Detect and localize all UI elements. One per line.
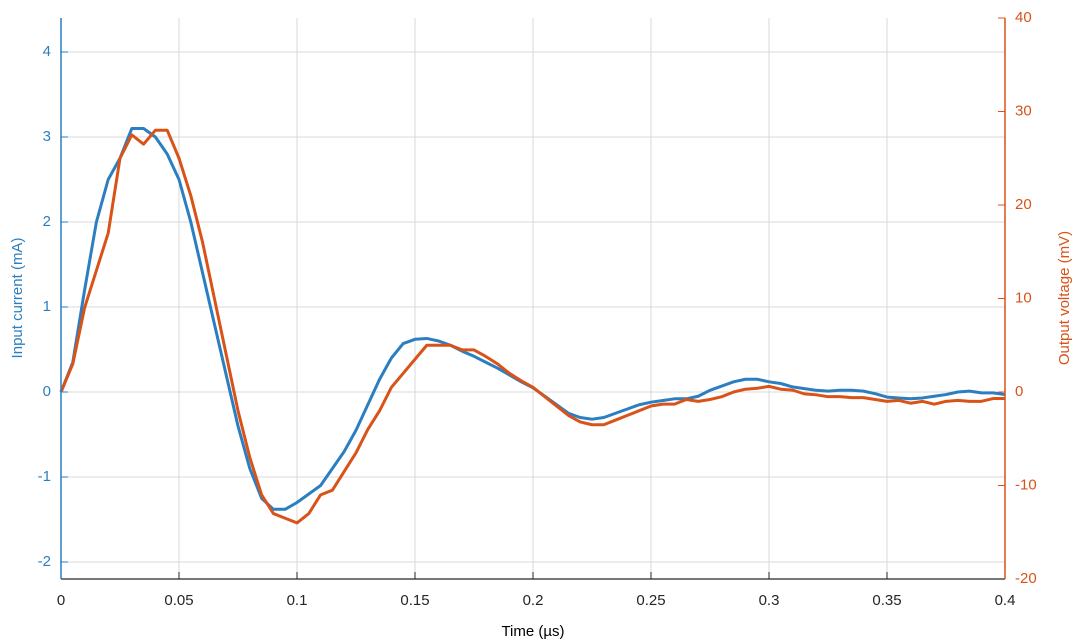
y-tick-label: 1 — [43, 298, 51, 315]
x-tick-label: 0.15 — [400, 592, 429, 609]
y-tick-label: 3 — [43, 128, 51, 145]
y2-tick-label: 30 — [1015, 102, 1032, 119]
y2-tick-label: -20 — [1015, 570, 1037, 587]
x-tick-label: 0.05 — [164, 592, 193, 609]
x-tick-label: 0.35 — [872, 592, 901, 609]
y2-tick-label: 0 — [1015, 383, 1023, 400]
x-axis-title: Time (µs) — [501, 623, 564, 640]
x-tick-label: 0.4 — [995, 592, 1016, 609]
x-tick-label: 0.3 — [759, 592, 780, 609]
y-axis-title: Input current (mA) — [9, 238, 26, 359]
y2-tick-label: 10 — [1015, 289, 1032, 306]
x-tick-label: 0.25 — [636, 592, 665, 609]
y2-tick-label: 40 — [1015, 9, 1032, 26]
y-tick-label: -2 — [38, 553, 51, 570]
y2-tick-label: -10 — [1015, 476, 1037, 493]
y-tick-label: 0 — [43, 383, 51, 400]
x-tick-label: 0.2 — [523, 592, 544, 609]
y2-tick-label: 20 — [1015, 196, 1032, 213]
series-line — [59, 128, 1005, 525]
x-tick-label: 0.1 — [287, 592, 308, 609]
y-tick-label: -1 — [38, 468, 51, 485]
x-tick-label: 0 — [57, 592, 65, 609]
y-tick-label: 2 — [43, 213, 51, 230]
y2-axis-title: Output voltage (mV) — [1056, 231, 1073, 365]
y-tick-label: 4 — [43, 43, 51, 60]
